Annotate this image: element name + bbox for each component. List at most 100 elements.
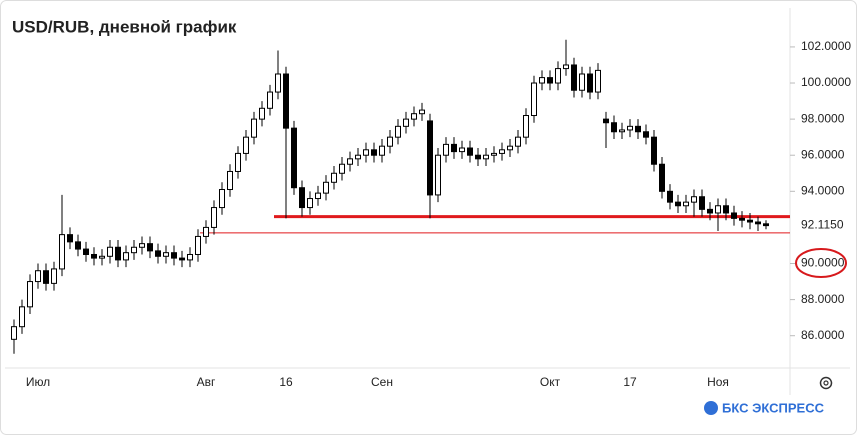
candle-body	[435, 154, 441, 196]
candle-body	[259, 107, 265, 120]
candle-body	[403, 118, 409, 127]
candle-body	[763, 223, 769, 227]
candle-body	[275, 73, 281, 93]
candle-body	[651, 136, 657, 165]
candle-body	[683, 201, 689, 207]
candle-body	[603, 118, 609, 124]
candle-body	[475, 154, 481, 160]
candle-body	[67, 234, 73, 243]
candle-body	[443, 143, 449, 156]
candle-body	[323, 181, 329, 194]
candle-body	[499, 149, 505, 154]
candle-body	[331, 172, 337, 183]
y-tick-label: 98.0000	[801, 111, 845, 125]
candle-body	[731, 212, 737, 219]
candle-body	[675, 201, 681, 207]
candle-body	[587, 73, 593, 93]
y-tick-label: 94.0000	[801, 183, 845, 197]
candle-body	[19, 306, 25, 328]
candle-body	[51, 268, 57, 284]
candle-body	[211, 207, 217, 228]
candle-body	[139, 243, 145, 248]
candle-body	[299, 187, 305, 209]
candle-body	[715, 205, 721, 214]
candle-body	[123, 252, 129, 261]
candle-body	[147, 243, 153, 252]
price-label: 92.1150	[801, 218, 844, 232]
candle-body	[251, 118, 257, 138]
candle-body	[195, 235, 201, 255]
candle-body	[283, 73, 289, 129]
candle-body	[707, 208, 713, 214]
candle-body	[667, 190, 673, 203]
logo: БКС ЭКСПРЕСС	[704, 400, 825, 415]
candle-body	[531, 82, 537, 117]
candle-body	[507, 145, 513, 151]
x-tick-label: 16	[279, 375, 293, 389]
y-tick-label: 88.0000	[801, 292, 845, 306]
candle-body	[307, 198, 313, 209]
x-tick-label: Окт	[540, 375, 561, 389]
candle-body	[115, 246, 121, 261]
candle-body	[171, 252, 177, 259]
candle-body	[579, 73, 585, 91]
candle-body	[227, 170, 233, 191]
x-tick-label: Авг	[197, 375, 216, 389]
candle-body	[547, 77, 553, 84]
candle-body	[91, 253, 97, 259]
candle-body	[627, 125, 633, 131]
x-tick-label: Сен	[371, 375, 393, 389]
brand-text: БКС ЭКСПРЕСС	[722, 400, 825, 415]
candle-body	[467, 147, 473, 156]
y-tick-label: 100.0000	[801, 75, 851, 89]
settings-icon[interactable]	[819, 376, 833, 390]
candle-body	[539, 77, 545, 84]
candle-body	[523, 115, 529, 138]
candle-body	[347, 158, 353, 165]
candle-body	[611, 122, 617, 133]
candle-body	[451, 143, 457, 153]
candle-body	[491, 152, 497, 156]
candle-body	[43, 270, 49, 284]
candle-body	[643, 131, 649, 138]
x-tick-label: Июл	[26, 375, 50, 389]
candle-body	[691, 196, 697, 203]
candle-body	[83, 248, 89, 255]
y-tick-label: 102.0000	[801, 39, 851, 53]
candle-body	[387, 136, 393, 147]
candle-body	[635, 125, 641, 133]
candle-body	[243, 136, 249, 154]
x-tick-label: Ноя	[707, 375, 729, 389]
candle-body	[747, 219, 753, 223]
y-tick-label: 86.0000	[801, 328, 845, 342]
candle-body	[483, 154, 489, 160]
candle-body	[555, 68, 561, 84]
candle-body	[363, 149, 369, 156]
x-tick-label: 17	[623, 375, 637, 389]
candle-body	[155, 250, 161, 257]
candle-body	[459, 147, 465, 153]
candle-body	[659, 163, 665, 192]
candle-body	[739, 217, 745, 221]
candle-body	[619, 129, 625, 133]
candle-body	[187, 253, 193, 261]
candle-body	[27, 281, 33, 308]
candle-body	[571, 64, 577, 91]
candle-body	[595, 69, 601, 93]
candle-body	[355, 154, 361, 160]
candle-body	[11, 326, 17, 340]
chart-title: USD/RUB, дневной график	[12, 17, 237, 36]
highlight-circle	[795, 248, 847, 278]
candle-body	[75, 241, 81, 250]
candle-body	[339, 163, 345, 174]
candle-body	[371, 149, 377, 156]
candle-body	[291, 127, 297, 189]
candle-body	[107, 246, 113, 257]
candle-body	[723, 205, 729, 214]
candle-body	[203, 226, 209, 237]
candle-body	[131, 246, 137, 254]
candle-body	[427, 120, 433, 196]
candle-body	[563, 64, 569, 70]
candle-body	[379, 145, 385, 156]
